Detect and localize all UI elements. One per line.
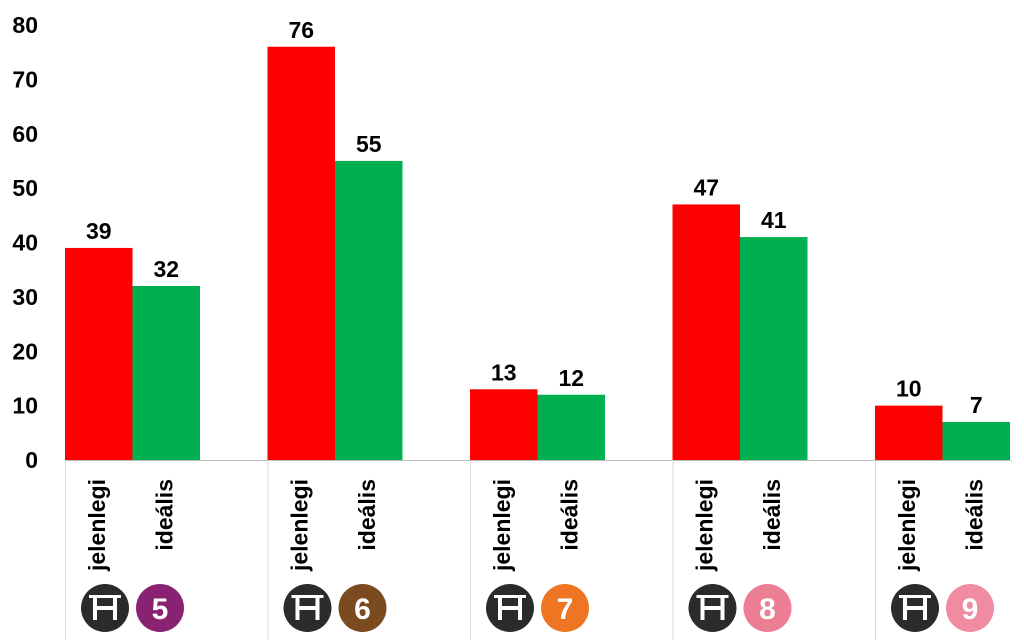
category-label: jelenlegi [691, 479, 717, 572]
y-tick-label: 80 [12, 12, 38, 38]
data-label: 47 [693, 174, 719, 200]
h-route-icon [891, 584, 939, 632]
data-label: 55 [356, 131, 382, 157]
bars: 39 32 76 55 13 12 47 41 10 7 [65, 17, 1010, 460]
bar-jelenlegi [875, 405, 943, 460]
route-number: 5 [152, 593, 169, 626]
route-number-badge: 5 [136, 584, 184, 632]
h-route-icon [283, 584, 332, 632]
data-label: 12 [558, 365, 584, 391]
route-number-badge: 9 [946, 584, 994, 632]
data-label: 39 [86, 218, 112, 244]
bar-idealis [740, 237, 808, 460]
y-tick-label: 60 [12, 121, 38, 147]
data-label: 10 [896, 376, 922, 402]
y-tick-label: 40 [12, 230, 38, 256]
bar-jelenlegi [267, 46, 335, 460]
route-number-badge: 6 [338, 584, 387, 632]
y-tick-label: 70 [12, 66, 38, 92]
route-number: 7 [557, 593, 574, 626]
category-label: ideális [556, 479, 582, 551]
data-label: 7 [970, 392, 983, 418]
category-label: ideális [759, 479, 785, 551]
data-label: 32 [153, 256, 179, 282]
y-tick-label: 0 [25, 447, 38, 473]
category-label: jelenlegi [84, 479, 110, 572]
h-route-icon [81, 584, 129, 632]
category-label: jelenlegi [894, 479, 920, 572]
y-tick-label: 20 [12, 338, 38, 364]
route-number: 6 [354, 593, 371, 626]
route-badges: 5 6 7 8 9 [81, 584, 994, 632]
y-tick-label: 10 [12, 393, 38, 419]
data-label: 76 [288, 17, 314, 43]
category-label: ideális [354, 479, 380, 551]
category-label: ideális [961, 479, 987, 551]
data-label: 41 [761, 207, 787, 233]
category-labels: jelenlegi ideális jelenlegi ideális jelenleg… [84, 479, 988, 572]
bar-jelenlegi [470, 389, 538, 460]
y-tick-label: 30 [12, 284, 38, 310]
category-label: jelenlegi [489, 479, 515, 572]
data-label: 13 [491, 359, 517, 385]
h-route-icon [688, 584, 737, 632]
y-tick-label: 50 [12, 175, 38, 201]
h-route-icon [486, 584, 534, 632]
category-label: ideális [151, 479, 177, 551]
route-number: 9 [962, 593, 979, 626]
route-number-badge: 7 [541, 584, 589, 632]
bar-jelenlegi [672, 204, 740, 460]
bar-idealis [942, 421, 1010, 460]
bar-jelenlegi [65, 247, 133, 460]
bar-idealis [335, 160, 403, 460]
route-number-badge: 8 [743, 584, 792, 632]
category-label: jelenlegi [286, 479, 312, 572]
route-number: 8 [759, 593, 776, 626]
bar-idealis [132, 286, 200, 460]
y-axis: 0 10 20 30 40 50 60 70 80 [12, 12, 38, 473]
axes [65, 460, 1012, 640]
bar-idealis [537, 394, 605, 460]
